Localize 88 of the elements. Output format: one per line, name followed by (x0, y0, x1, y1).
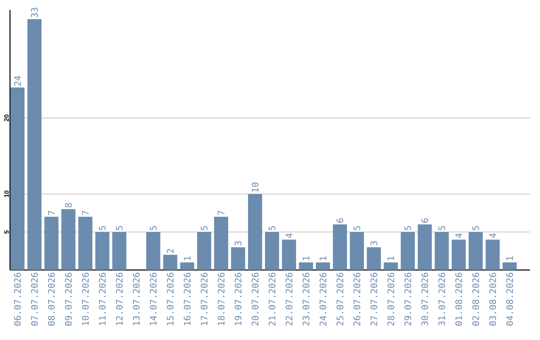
data-label: 7 (218, 210, 224, 215)
bar (180, 262, 194, 270)
x-tick-label: 01.08.2026 (455, 272, 462, 326)
data-label: 5 (99, 226, 106, 230)
x-tick-label: 07.07.2026 (31, 272, 38, 326)
bar (231, 247, 246, 270)
x-tick-label: 25.07.2026 (336, 272, 344, 326)
bar (400, 232, 415, 270)
x-tick-label: 21.07.2026 (268, 272, 276, 326)
x-tick-label: 12.07.2026 (116, 272, 123, 326)
bar (61, 209, 76, 270)
data-label: 1 (320, 256, 326, 260)
bar (78, 216, 92, 270)
x-tick-label: 06.07.2026 (14, 272, 21, 326)
bar (197, 232, 212, 270)
x-tick-label: 26.07.2026 (354, 272, 360, 326)
data-label: 6 (336, 218, 344, 223)
bar (298, 262, 314, 270)
data-label: 3 (234, 241, 242, 246)
x-tick-label: 14.07.2026 (150, 272, 157, 326)
x-tick-label: 31.07.2026 (438, 272, 446, 326)
data-label: 5 (116, 226, 123, 230)
x-tick-label: 18.07.2026 (218, 272, 225, 326)
x-tick-label: 08.07.2026 (48, 272, 55, 326)
bar (95, 232, 110, 270)
data-label: 5 (200, 226, 208, 230)
bar (468, 232, 483, 270)
x-tick-label: 02.08.2026 (472, 272, 480, 326)
bar (248, 194, 262, 270)
bar (418, 224, 432, 270)
x-tick-label: 17.07.2026 (200, 272, 208, 326)
data-label: 7 (48, 210, 55, 215)
x-tick-label: 20.07.2026 (252, 272, 258, 326)
data-label: 10 (252, 182, 258, 192)
data-label: 1 (302, 256, 310, 260)
data-label: 7 (82, 210, 89, 215)
data-label: 1 (506, 256, 513, 260)
data-label: 4 (286, 233, 292, 238)
bar (452, 240, 466, 270)
data-label: 1 (184, 256, 190, 260)
data-label: 3 (370, 241, 378, 246)
x-tick-label: 09.07.2026 (64, 272, 72, 326)
x-tick-label: 10.07.2026 (82, 272, 89, 326)
bar (112, 232, 126, 270)
bar (10, 88, 25, 270)
bar (214, 216, 228, 270)
x-tick-label: 29.07.2026 (404, 272, 412, 326)
bar (146, 232, 160, 270)
data-label: 5 (404, 226, 412, 230)
x-tick-label: 23.07.2026 (302, 272, 310, 326)
bar (384, 262, 398, 270)
bar (265, 232, 280, 270)
data-label: 1 (388, 256, 394, 260)
data-label: 6 (421, 218, 428, 223)
bar (163, 254, 178, 270)
bar (27, 19, 42, 270)
data-label: 33 (31, 8, 38, 18)
bar (366, 247, 381, 270)
bar (316, 262, 330, 270)
data-label: 5 (268, 226, 276, 230)
x-tick-label: 15.07.2026 (166, 272, 174, 326)
x-tick-label: 27.07.2026 (370, 272, 378, 326)
data-label: 5 (438, 226, 446, 230)
bar (486, 240, 500, 270)
bar (350, 232, 364, 270)
bar (282, 240, 296, 270)
x-tick-label: 19.07.2026 (234, 272, 242, 326)
data-label: 24 (14, 76, 21, 86)
x-tick-label: 16.07.2026 (184, 272, 191, 326)
data-label: 8 (64, 203, 72, 208)
data-label: 5 (354, 226, 360, 230)
x-tick-label: 03.08.2026 (489, 272, 496, 326)
x-tick-label: 13.07.2026 (132, 272, 140, 326)
x-tick-label: 28.07.2026 (387, 272, 394, 326)
data-label: 2 (166, 248, 174, 253)
x-tick-label: 04.08.2026 (506, 272, 514, 326)
data-label: 4 (489, 233, 496, 238)
x-tick-label: 30.07.2026 (421, 272, 428, 326)
data-label: 5 (150, 226, 157, 230)
x-tick-label: 24.07.2026 (320, 272, 326, 326)
bar (44, 216, 58, 270)
data-label: 5 (472, 226, 480, 230)
x-tick-label: 22.07.2026 (286, 272, 292, 326)
x-tick-label: 11.07.2026 (98, 272, 106, 326)
bar (332, 224, 347, 270)
bar (434, 232, 449, 270)
data-label: 4 (455, 233, 462, 238)
bar (502, 262, 517, 270)
